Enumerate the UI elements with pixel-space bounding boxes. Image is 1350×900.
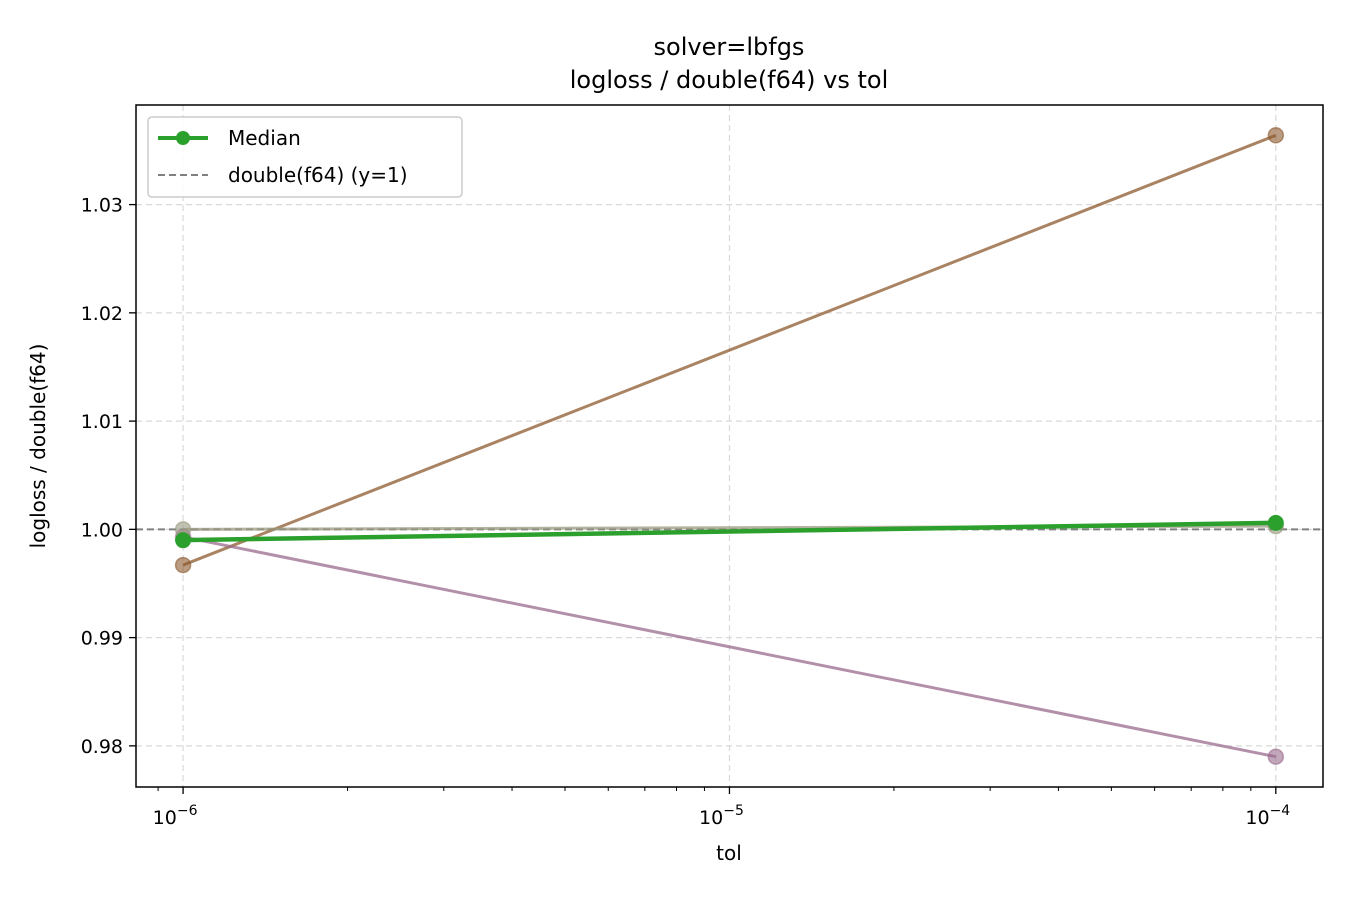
- grid: [136, 105, 1323, 787]
- x-tick-label: 10−6: [153, 803, 198, 829]
- legend-reference-label: double(f64) (y=1): [228, 163, 408, 187]
- series-point: [1267, 748, 1285, 765]
- y-tick-label: 0.99: [81, 628, 123, 650]
- x-tick-label: 10−4: [1245, 803, 1290, 829]
- chart-subtitle: logloss / double(f64) vs tol: [570, 66, 889, 94]
- y-axis-label: logloss / double(f64): [26, 344, 50, 549]
- series-point: [1267, 127, 1285, 144]
- y-axis: 0.98 0.99 1.00 1.01 1.02 1.03: [81, 195, 136, 758]
- chart-title: solver=lbfgs: [654, 33, 805, 61]
- y-tick-label: 1.02: [81, 303, 123, 325]
- x-tick-label: 10−5: [699, 803, 744, 829]
- legend-median-label: Median: [228, 126, 301, 150]
- y-tick-label: 1.00: [81, 519, 123, 541]
- series-point: [174, 556, 192, 574]
- y-tick-label: 1.03: [81, 195, 123, 217]
- median-point: [175, 532, 192, 549]
- series-line: [182, 133, 1277, 567]
- series-line: [182, 535, 1277, 759]
- x-axis: 10−6 10−5 10−4: [153, 787, 1290, 829]
- y-tick-label: 1.01: [81, 411, 123, 433]
- y-tick-label: 0.98: [81, 736, 123, 758]
- median-series-line: [183, 520, 1276, 543]
- legend-box: [147, 116, 463, 198]
- legend-median-marker: [176, 131, 190, 145]
- median-point: [1267, 514, 1284, 531]
- series-group: [174, 127, 1285, 765]
- legend: Median double(f64) (y=1): [147, 116, 463, 198]
- x-axis-label: tol: [716, 841, 742, 865]
